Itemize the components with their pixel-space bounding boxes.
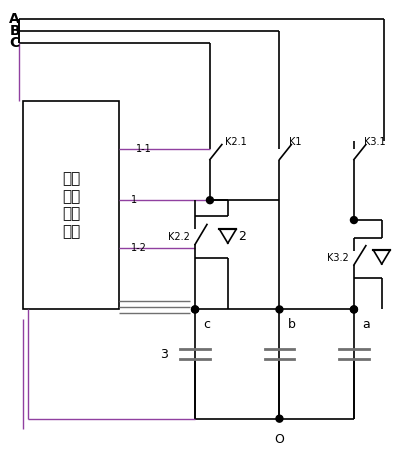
Text: 1: 1 [131,195,137,205]
Text: K3.1: K3.1 [364,137,386,147]
Circle shape [276,306,283,313]
Text: b: b [287,318,295,331]
Text: 2: 2 [238,231,245,243]
Text: K3.2: K3.2 [327,253,349,263]
Text: K1: K1 [289,137,302,147]
Text: O: O [274,433,285,445]
Text: 复合
开关
控制
系统: 复合 开关 控制 系统 [62,172,80,239]
Text: C: C [9,36,20,50]
Bar [23,101,118,310]
Text: a: a [362,318,370,331]
Circle shape [351,306,357,313]
Text: 3: 3 [160,348,168,360]
Text: 1-2: 1-2 [131,243,146,253]
Circle shape [351,217,357,223]
Text: A: A [9,12,20,26]
Text: B: B [9,25,20,38]
Text: c: c [203,318,210,331]
Text: K2.2: K2.2 [168,232,190,242]
Circle shape [191,306,199,313]
Text: K2.1: K2.1 [225,137,247,147]
Circle shape [276,415,283,422]
Circle shape [191,306,199,313]
Circle shape [351,306,357,313]
Circle shape [206,197,214,204]
Text: 1-1: 1-1 [135,143,151,153]
